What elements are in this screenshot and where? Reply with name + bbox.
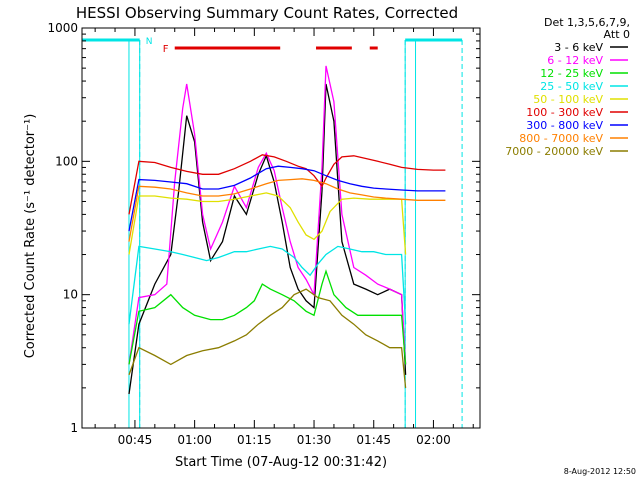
series-line-6 — [128, 154, 446, 215]
series-line-5 — [128, 192, 407, 255]
series-line-1 — [128, 83, 407, 395]
series-line-4 — [128, 245, 407, 325]
y-axis: 1 10 100 1000 — [47, 21, 480, 435]
legend-label-6: 100 - 300 keV — [526, 106, 603, 119]
legend-label-1: 3 - 6 keV — [554, 41, 603, 54]
x-tick-label: 00:45 — [118, 433, 153, 447]
series-line-9 — [128, 288, 407, 388]
y-axis-label: Corrected Count Rate (s⁻¹ detector⁻¹) — [23, 114, 38, 359]
flare-flag-label: F — [163, 44, 169, 55]
legend-label-4: 25 - 50 keV — [540, 80, 603, 93]
series-line-8 — [128, 178, 446, 242]
x-axis: 00:45 01:00 01:15 01:30 01:45 02:00 — [94, 28, 474, 447]
plot-area: NF — [82, 37, 463, 428]
legend-label-5: 50 - 100 keV — [533, 93, 603, 106]
x-tick-label: 02:00 — [416, 433, 451, 447]
legend-label-7: 300 - 800 keV — [526, 119, 603, 132]
y-tick-label: 1 — [70, 421, 78, 435]
legend-header-line-1: Det 1,3,5,6,7,9, — [544, 16, 630, 29]
legend-header-line-2: Att 0 — [604, 28, 630, 41]
plot-frame — [81, 27, 481, 429]
series-line-3 — [128, 269, 407, 365]
timestamp: 8-Aug-2012 12:50 — [564, 467, 636, 476]
night-flag-label: N — [146, 37, 153, 47]
legend-label-2: 6 - 12 keV — [547, 54, 603, 67]
legend-label-8: 800 - 7000 keV — [519, 132, 603, 145]
x-tick-label: 01:00 — [177, 433, 212, 447]
series-line-7 — [128, 165, 446, 232]
x-tick-label: 01:45 — [356, 433, 391, 447]
y-tick-label: 100 — [55, 154, 78, 168]
series-line-2 — [128, 65, 407, 365]
legend-label-3: 12 - 25 keV — [540, 67, 603, 80]
y-tick-label: 1000 — [47, 21, 78, 35]
x-axis-label: Start Time (07-Aug-12 00:31:42) — [175, 455, 387, 470]
y-tick-label: 10 — [63, 288, 78, 302]
chart-title: HESSI Observing Summary Count Rates, Cor… — [76, 4, 458, 22]
legend-label-9: 7000 - 20000 keV — [505, 145, 603, 158]
x-tick-label: 01:30 — [297, 433, 332, 447]
x-tick-label: 01:15 — [237, 433, 272, 447]
